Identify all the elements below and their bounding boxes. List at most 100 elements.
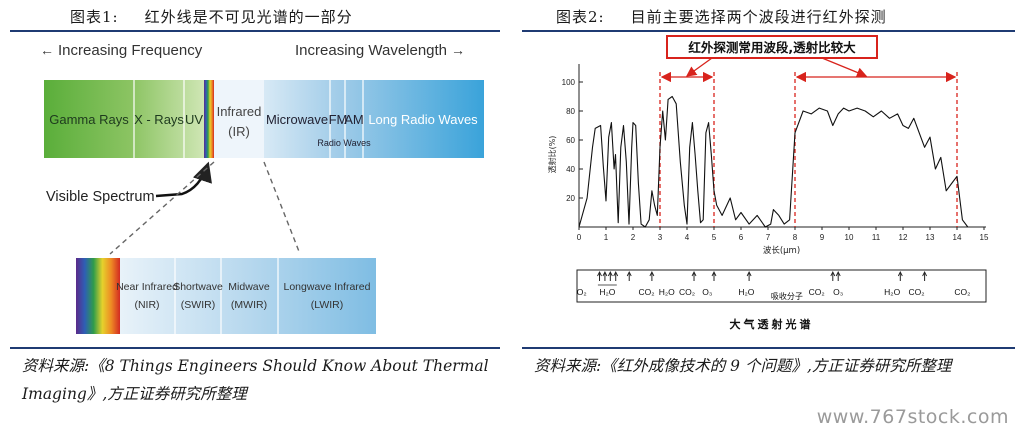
visible-spectrum-label: Visible Spectrum: [46, 189, 155, 205]
band-infrared-abbr: (IR): [228, 124, 250, 139]
x-tick-label: 15: [980, 233, 989, 242]
molecule-label: CO₂: [908, 287, 924, 297]
figure1-title: 图表1: 红外线是不可见光谱的一部分: [70, 6, 353, 28]
molecule-label: H₂O: [738, 287, 754, 297]
visible-strip-enlarged: [76, 258, 120, 334]
x-tick-label: 2: [631, 233, 636, 242]
x-tick-label: 3: [658, 233, 663, 242]
divider: [10, 347, 500, 349]
em-spectrum-diagram: ← Increasing Frequency Increasing Wavelen…: [40, 42, 484, 334]
absorption-tick-arrow: [711, 270, 717, 277]
band-microwave: Microwave: [266, 112, 328, 127]
band-radio-waves: Radio Waves: [317, 138, 371, 148]
molecule-label: H₂O: [599, 287, 615, 297]
expansion-line-right: [263, 161, 301, 255]
molecule-label: CO₂: [809, 287, 825, 297]
band-fm: FM: [329, 112, 348, 127]
absorber-label: 吸收分子: [771, 291, 803, 301]
x-tick-label: 0: [577, 233, 582, 242]
x-axis-label: 波长(μm): [763, 245, 800, 256]
increasing-wavelength-label: Increasing Wavelength →: [295, 42, 465, 59]
mwir-label: Midwave: [228, 281, 270, 293]
absorption-molecule-box: [576, 269, 987, 303]
annotation-text: 红外探测常用波段,透射比较大: [688, 40, 856, 55]
band-x-rays: X - Rays: [134, 112, 184, 127]
band-infrared: Infrared: [217, 104, 262, 119]
y-tick-label: 20: [566, 194, 575, 203]
increasing-frequency-label: ← Increasing Frequency: [40, 42, 203, 59]
x-tick-label: 9: [820, 233, 825, 242]
x-tick-label: 14: [953, 233, 962, 242]
atmospheric-spectrum-caption: 大气透射光谱: [730, 317, 814, 331]
nir-label: Near Infrared: [116, 281, 178, 293]
lwir-abbr: (LWIR): [311, 299, 343, 311]
x-tick-label: 8: [793, 233, 798, 242]
divider: [10, 30, 500, 32]
ir-subband-bar: [120, 258, 376, 334]
absorption-tick-arrow: [597, 270, 602, 277]
lwir-label: Longwave Infrared: [284, 281, 371, 293]
annotation-pointer-left: [685, 57, 713, 77]
absorption-tick-arrow: [835, 270, 841, 277]
figure1-number: 图表1:: [70, 8, 119, 26]
swir-abbr: (SWIR): [181, 299, 215, 311]
band-long-radio-waves: Long Radio Waves: [368, 112, 478, 127]
molecule-label: CO₂: [679, 287, 695, 297]
x-tick-label: 7: [766, 233, 771, 242]
molecule-label: H₂O: [884, 287, 900, 297]
figure2-source: 资料来源:《红外成像技术的 9 个问题》,方正证券研究所整理: [534, 357, 952, 375]
x-tick-label: 13: [926, 233, 935, 242]
molecule-label: H₂O: [659, 287, 675, 297]
visible-spectrum-strip: [204, 80, 214, 158]
band-uv: UV: [185, 112, 203, 127]
infrared-band: [214, 80, 264, 158]
band-gamma-rays: Gamma Rays: [49, 112, 129, 127]
x-tick-label: 6: [739, 233, 744, 242]
figure2-title-text: 目前主要选择两个波段进行红外探测: [630, 8, 887, 26]
absorption-tick-arrow: [626, 270, 632, 277]
annotation-box: [666, 35, 878, 59]
x-tick-label: 12: [899, 233, 908, 242]
x-tick-label: 10: [845, 233, 854, 242]
spectrum-high-energy-band: [44, 80, 204, 158]
band-am: AM: [344, 112, 364, 127]
mwir-abbr: (MWIR): [231, 299, 267, 311]
x-tick-label: 11: [872, 233, 881, 242]
expansion-line-left: [109, 161, 215, 255]
figure2-title: 图表2: 目前主要选择两个波段进行红外探测: [556, 6, 887, 28]
figure1-title-text: 红外线是不可见光谱的一部分: [144, 8, 353, 26]
molecule-label: O₂: [577, 287, 587, 297]
x-tick-label: 4: [685, 233, 690, 242]
divider: [522, 30, 1015, 32]
absorption-tick-arrow: [607, 270, 613, 277]
absorption-tick-arrow: [649, 270, 655, 277]
molecule-label: CO₂: [954, 287, 970, 297]
absorption-tick-arrow: [613, 270, 619, 277]
swir-label: Shortwave: [173, 281, 223, 293]
absorption-tick-arrow: [691, 270, 697, 277]
transmission-curve: [578, 95, 969, 228]
y-axis-label: 透射比(%): [547, 136, 557, 174]
visible-spectrum-arrow: [155, 161, 212, 198]
divider: [522, 347, 1015, 349]
absorption-tick-arrow: [746, 270, 752, 277]
y-tick-label: 60: [566, 136, 575, 145]
figure1-source: 资料来源:《8 Things Engineers Should Know Abo…: [22, 357, 489, 403]
y-tick-label: 80: [566, 107, 575, 116]
figure2-number: 图表2:: [556, 8, 605, 26]
molecule-label: CO₂: [638, 287, 654, 297]
y-tick-label: 40: [566, 165, 575, 174]
annotation-pointer-right: [821, 57, 868, 78]
x-tick-label: 5: [712, 233, 717, 242]
watermark-logo: www.767stock.com: [816, 406, 1009, 428]
x-tick-label: 1: [604, 233, 609, 242]
absorption-tick-arrow: [922, 270, 928, 277]
spectrum-radio-band: [264, 80, 484, 158]
absorption-tick-arrow: [830, 270, 836, 277]
absorption-tick-arrow: [602, 270, 608, 277]
absorption-tick-arrow: [897, 270, 903, 277]
molecule-label: O₃: [833, 287, 843, 297]
nir-abbr: (NIR): [134, 299, 159, 311]
